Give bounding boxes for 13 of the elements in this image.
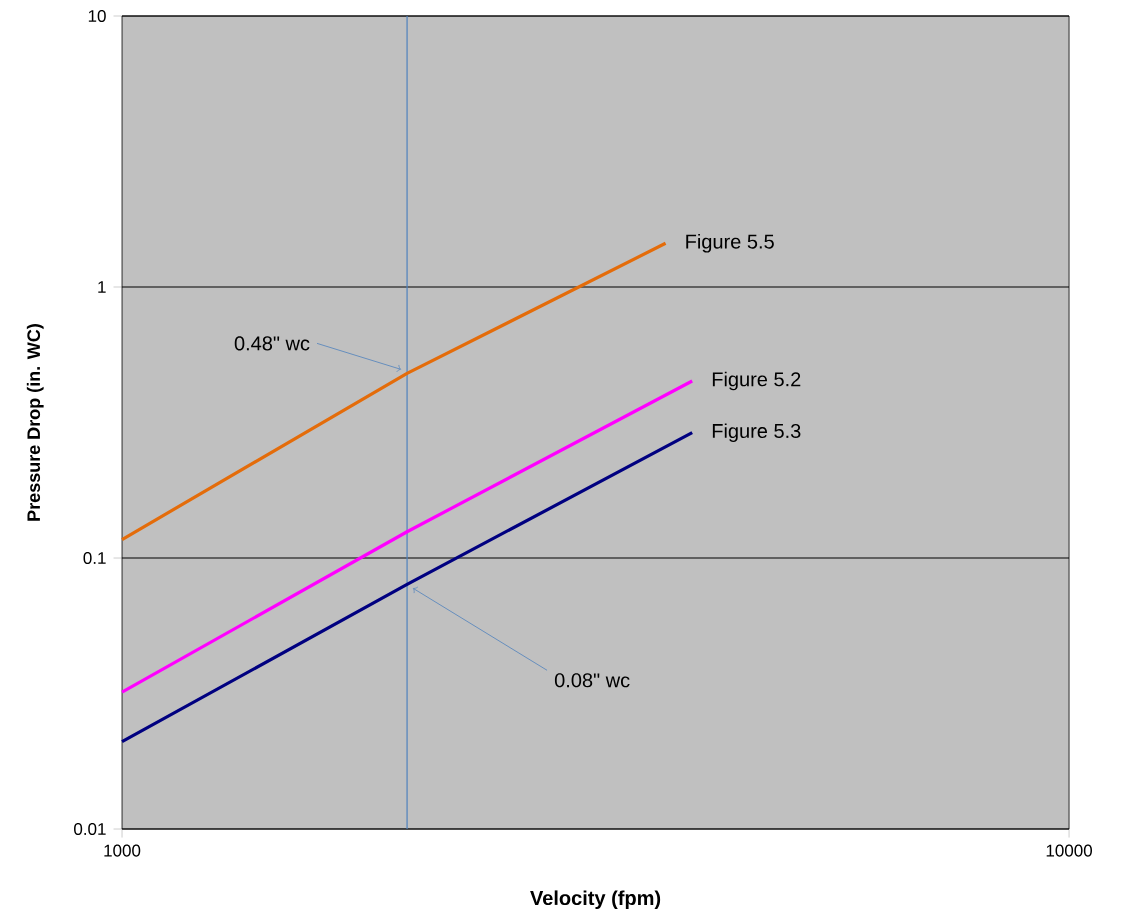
x-tick-label: 1000	[104, 844, 141, 857]
y-tick-label: 1	[98, 281, 106, 293]
series-label: Figure 5.5	[686, 233, 774, 253]
x-axis-title: Velocity (fpm)	[530, 890, 661, 910]
annotation: 0.48" wc	[234, 336, 310, 351]
y-tick-label: 0.01	[74, 823, 106, 836]
series-label: Figure 5.2	[712, 371, 801, 391]
y-tick-label: 10	[88, 10, 106, 23]
x-tick-label: 10000	[1046, 844, 1093, 857]
y-tick-label: 0.1	[83, 552, 106, 565]
y-axis-title: Pressure Drop (in. WC)	[26, 324, 44, 521]
series-label: Figure 5.3	[712, 423, 801, 443]
annotation: 0.08" wc	[554, 673, 630, 688]
